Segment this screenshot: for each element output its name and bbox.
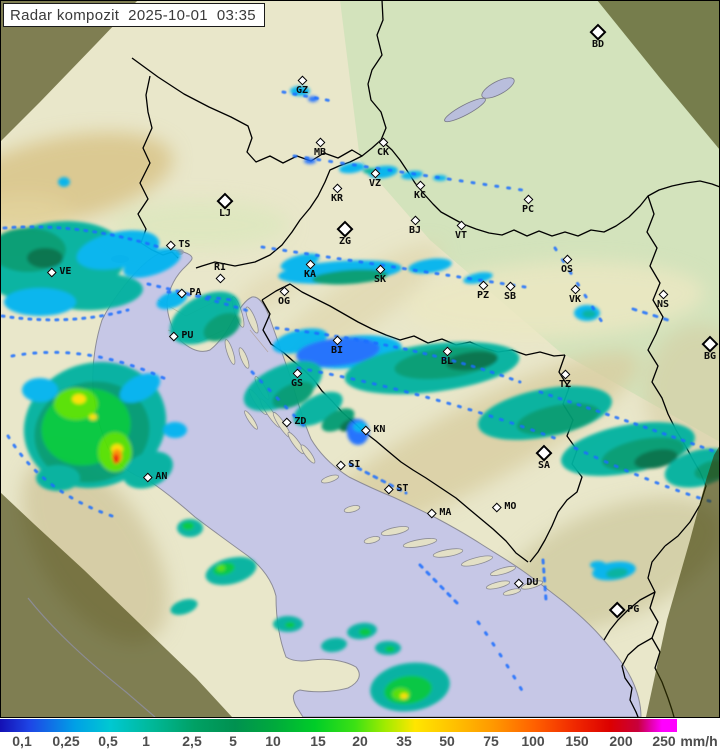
tyrrhenian-coastline [27, 597, 156, 718]
scale-tick-2,5: 2,5 [182, 733, 202, 749]
precipitation-speckles [0, 90, 718, 696]
scale-tick-5: 5 [229, 733, 237, 749]
scale-tick-0,1: 0,1 [12, 733, 32, 749]
scale-tick-150: 150 [565, 733, 589, 749]
radar-map-canvas [0, 0, 720, 718]
scale-tick-20: 20 [352, 733, 368, 749]
scale-unit-label: mm/h [680, 733, 718, 749]
precipitation-layer [0, 86, 720, 712]
radar-map: BD GZ MB CK VZ KR KC LJ ZG BJ VT PC TS VE RI KA SK PA OS PZ… [0, 0, 720, 718]
scale-tick-100: 100 [521, 733, 545, 749]
scale-tick-0,5: 0,5 [98, 733, 118, 749]
scale-tick-1: 1 [142, 733, 150, 749]
scale-tick-35: 35 [396, 733, 412, 749]
title-bar: Radar kompozit 2025-10-01 03:35 [3, 3, 265, 27]
scale-tick-10: 10 [265, 733, 281, 749]
scale-tick-250: 250 [652, 733, 676, 749]
plain-region [340, 0, 720, 442]
legend: mm/h 0,1 0,25 0,5 1 2,5 5 10 15 20 35 50 75 100 150 20… [0, 717, 720, 751]
coverage-mask [0, 0, 720, 717]
scale-tick-0,25: 0,25 [52, 733, 80, 749]
intensity-scale-labels: mm/h 0,1 0,25 0,5 1 2,5 5 10 15 20 35 50 75 100 150 20… [0, 732, 720, 751]
scale-tick-50: 50 [439, 733, 455, 749]
scale-tick-15: 15 [310, 733, 326, 749]
adriatic-sea [92, 250, 642, 718]
intensity-scale-bar [0, 719, 677, 732]
scale-tick-200: 200 [609, 733, 633, 749]
lake-balaton [444, 77, 515, 123]
scale-tick-75: 75 [483, 733, 499, 749]
page-title: Radar kompozit 2025-10-01 03:35 [10, 6, 256, 24]
